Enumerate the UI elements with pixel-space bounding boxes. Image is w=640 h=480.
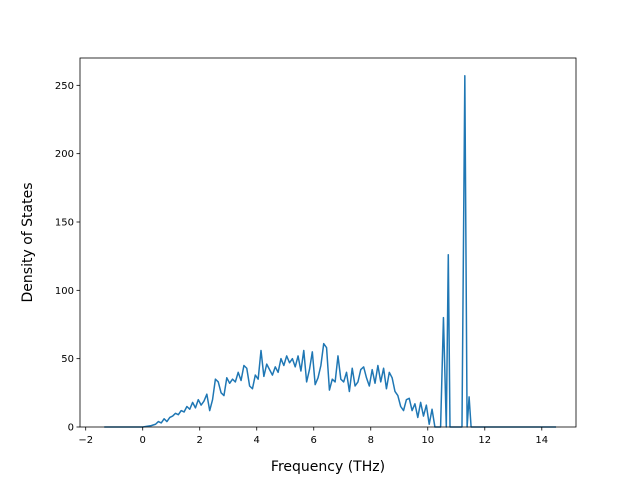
y-tick-label: 250 <box>55 81 74 92</box>
y-tick-label: 50 <box>61 354 74 365</box>
y-axis-label: Density of States <box>20 183 36 303</box>
x-tick-label: 8 <box>368 435 374 446</box>
x-tick-label: 12 <box>478 435 491 446</box>
x-axis: −2 0 2 4 6 8 10 12 14 <box>78 427 548 446</box>
x-tick-label: 6 <box>311 435 317 446</box>
x-tick-label: 2 <box>197 435 203 446</box>
plot-frame <box>79 57 577 428</box>
plot-area <box>104 75 557 428</box>
x-axis-label: Frequency (THz) <box>271 459 385 475</box>
x-tick-label: 14 <box>535 435 548 446</box>
x-tick-label: 10 <box>421 435 434 446</box>
y-tick-label: 150 <box>55 218 74 229</box>
x-tick-label: −2 <box>78 435 93 446</box>
x-tick-label: 4 <box>254 435 260 446</box>
y-tick-label: 200 <box>55 149 74 160</box>
dos-series-line <box>104 75 557 428</box>
y-axis: 0 50 100 150 200 250 <box>55 81 80 434</box>
y-tick-label: 100 <box>55 286 74 297</box>
y-tick-label: 0 <box>68 423 74 434</box>
x-tick-label: 0 <box>140 435 146 446</box>
